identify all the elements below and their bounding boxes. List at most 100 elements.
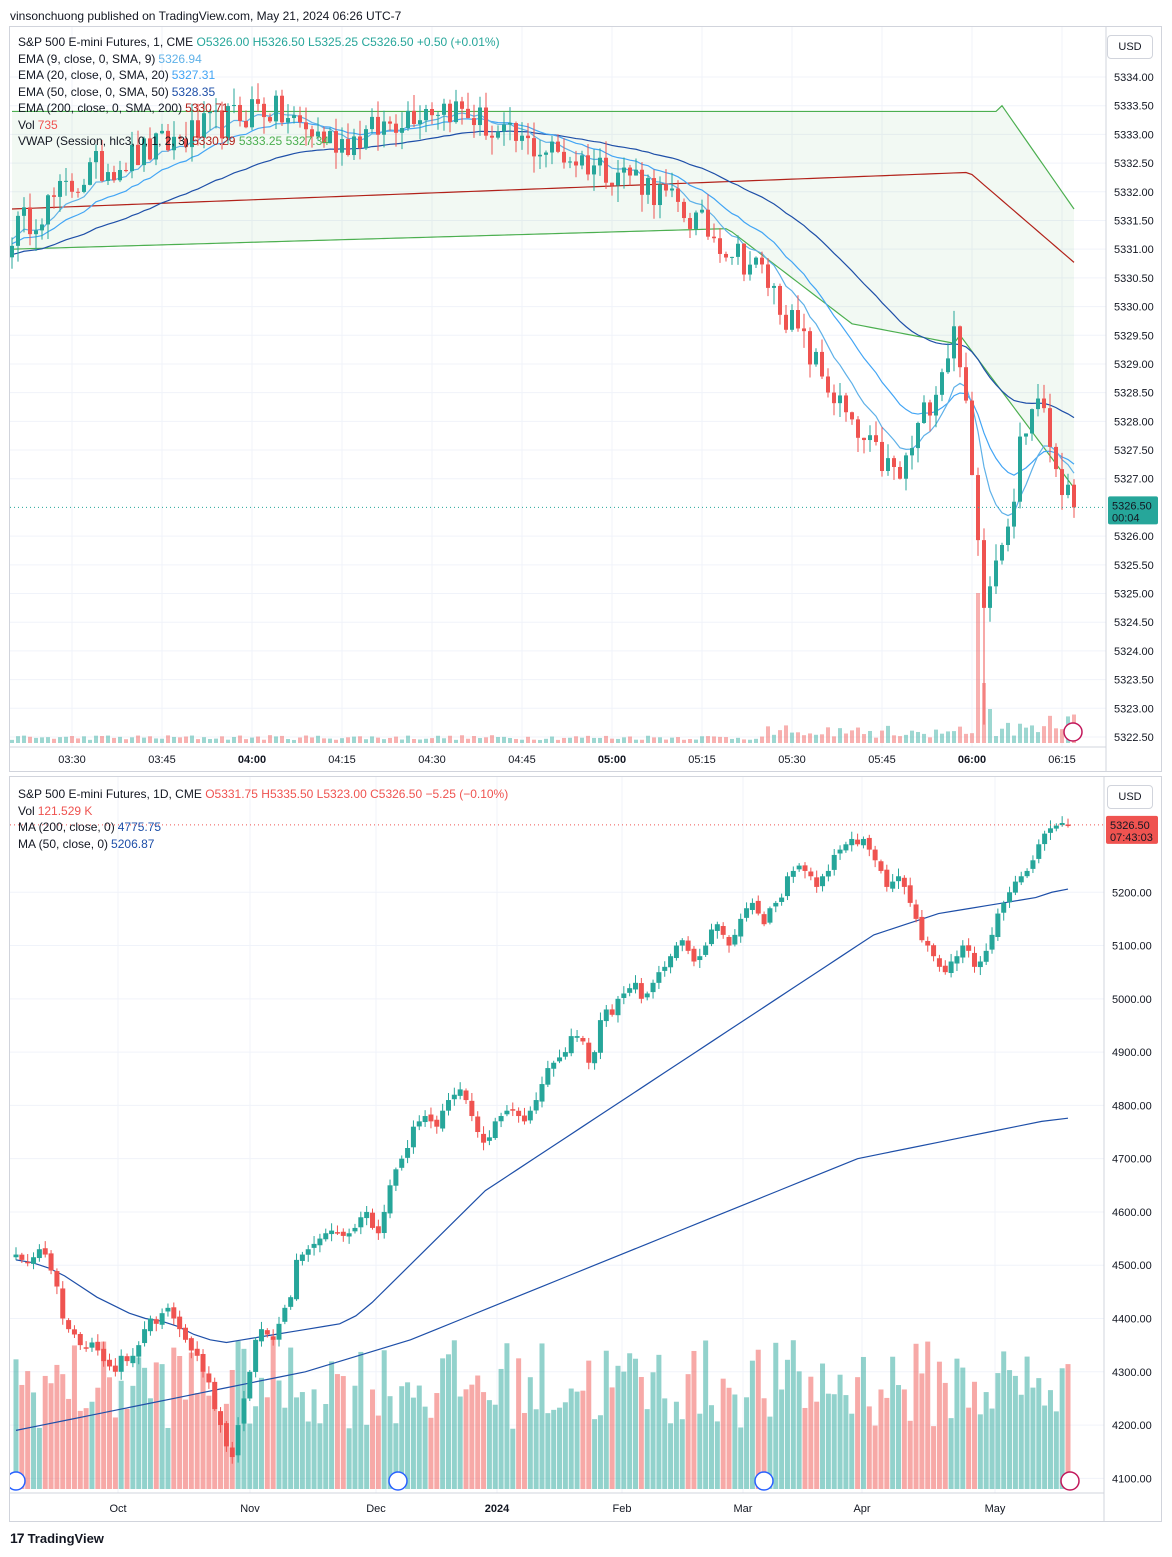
candle-body: [381, 1211, 387, 1234]
daily-legend-vol[interactable]: Vol 121.529 K: [18, 803, 93, 818]
candle-body: [370, 116, 374, 130]
candle-body: [948, 961, 954, 973]
candle-body: [262, 103, 266, 118]
candle-body: [586, 155, 590, 175]
candle-body: [258, 1329, 264, 1342]
candle-body: [872, 849, 878, 861]
daily-legend-ma200[interactable]: MA (200, close, 0) 4775.75: [18, 820, 162, 834]
candle-body: [153, 1319, 159, 1324]
volume-bar: [988, 709, 992, 743]
candle-body: [304, 122, 308, 130]
candle-body: [880, 441, 884, 471]
volume-bar: [910, 730, 914, 743]
candle-body: [574, 1036, 580, 1038]
volume-bar: [736, 737, 740, 743]
vwap-upper-line: [12, 104, 1075, 210]
y-tick-label: 5325.50: [1114, 560, 1154, 572]
candle-body: [862, 437, 866, 441]
volume-bar: [220, 736, 224, 743]
tradingview-footer[interactable]: 17 TradingView: [10, 1530, 104, 1546]
candle-body: [460, 101, 464, 109]
daily-chart-panel[interactable]: 5200.00 5100.00 5000.00 4900.00 4800.00 4700.…: [9, 776, 1162, 1522]
volume-bar: [603, 1350, 609, 1489]
ema50-line: [11, 130, 1075, 419]
candle-body: [844, 395, 848, 413]
candle-body: [472, 118, 476, 126]
volume-bar: [352, 736, 356, 743]
candle-body: [256, 99, 260, 104]
volume-bar: [544, 738, 548, 743]
candle-body: [58, 180, 62, 197]
daily-legend-ma50[interactable]: MA (50, close, 0) 5206.87: [18, 836, 155, 851]
intraday-chart-panel[interactable]: 5334.00 5333.50 5333.00 5332.50 5332.00 5331.…: [9, 26, 1162, 772]
candle-body: [925, 940, 931, 946]
volume-bar: [375, 1415, 381, 1489]
currency-button[interactable]: USD: [1107, 35, 1153, 59]
candle-body: [656, 972, 662, 983]
x-tick-label: 03:30: [58, 754, 86, 766]
candle-body: [190, 120, 194, 148]
x-tick-label: 05:15: [688, 754, 716, 766]
candle-body: [270, 1336, 276, 1340]
volume-bar: [551, 1409, 557, 1489]
daily-currency-button[interactable]: USD: [1107, 785, 1153, 809]
volume-bar: [364, 1424, 370, 1489]
candle-body: [171, 1307, 177, 1319]
candle-body: [557, 1057, 563, 1062]
candle-body: [644, 993, 650, 998]
volume-bar: [106, 735, 110, 743]
volume-bar: [40, 737, 44, 743]
volume-bar: [922, 733, 926, 743]
volume-bar: [28, 736, 32, 743]
volume-bar: [322, 738, 326, 743]
candle-body: [118, 169, 122, 181]
volume-bar: [971, 1381, 977, 1489]
y-tick-label: 4300.00: [1112, 1367, 1152, 1379]
daily-ohlc-low: 5323.00: [323, 787, 367, 801]
volume-bar: [946, 731, 950, 743]
volume-bar: [311, 1389, 317, 1489]
candle-body: [638, 983, 644, 999]
legend-ema200[interactable]: EMA (200, close, 0, SMA, 200) 5330.71: [18, 101, 229, 115]
candle-body: [526, 135, 530, 139]
daily-symbol[interactable]: S&P 500 E-mini Futures, 1D, CME: [18, 787, 202, 801]
y-tick-label: 5324.50: [1114, 617, 1154, 629]
legend-ema20[interactable]: EMA (20, close, 0, SMA, 20) 5327.31: [18, 68, 216, 82]
x-tick-label: 05:00: [598, 754, 626, 766]
candle-body: [616, 172, 620, 186]
legend-vol[interactable]: Vol 735: [18, 117, 58, 132]
volume-bar: [802, 735, 806, 743]
lightning-icon: [1060, 1471, 1080, 1491]
last-price-label-bg: [1106, 815, 1158, 844]
volume-bar: [844, 733, 848, 743]
volume-bar: [381, 1350, 387, 1489]
volume-bar: [416, 1385, 422, 1489]
intraday-chart-canvas[interactable]: 5334.00 5333.50 5333.00 5332.50 5332.00 5331.…: [10, 27, 1161, 771]
volume-bar: [60, 1374, 66, 1489]
volume-bar: [744, 1397, 750, 1489]
daily-chart-canvas[interactable]: 5200.00 5100.00 5000.00 4900.00 4800.00 4700.…: [10, 777, 1161, 1521]
legend-ema50[interactable]: EMA (50, close, 0, SMA, 50) 5328.35: [18, 84, 216, 99]
candle-body: [1007, 892, 1013, 903]
y-tick-label: 4800.00: [1112, 1100, 1152, 1112]
volume-bar: [276, 1380, 282, 1489]
candle-body: [685, 940, 691, 951]
intraday-symbol[interactable]: S&P 500 E-mini Futures, 1, CME: [18, 35, 194, 49]
candle-body: [448, 103, 452, 123]
volume-bar: [317, 1423, 323, 1489]
candle-body: [13, 1254, 19, 1258]
volume-bar: [328, 738, 332, 743]
volume-bar: [451, 1340, 457, 1489]
volume-bar: [627, 1353, 633, 1489]
legend-vwap[interactable]: VWAP (Session, hlc3, 0, 1, 2, 3) 5330.29…: [18, 134, 329, 148]
candle-body: [664, 184, 668, 191]
volume-bar: [196, 739, 200, 743]
volume-bar: [490, 735, 494, 743]
legend-ema9[interactable]: EMA (9, close, 0, SMA, 9) 5326.94: [18, 51, 202, 66]
volume-bar: [136, 1357, 142, 1489]
candle-body: [484, 107, 488, 136]
volume-bar: [904, 734, 908, 743]
volume-bar: [77, 1410, 83, 1489]
candle-body: [184, 138, 188, 148]
candle-body: [36, 1249, 42, 1259]
